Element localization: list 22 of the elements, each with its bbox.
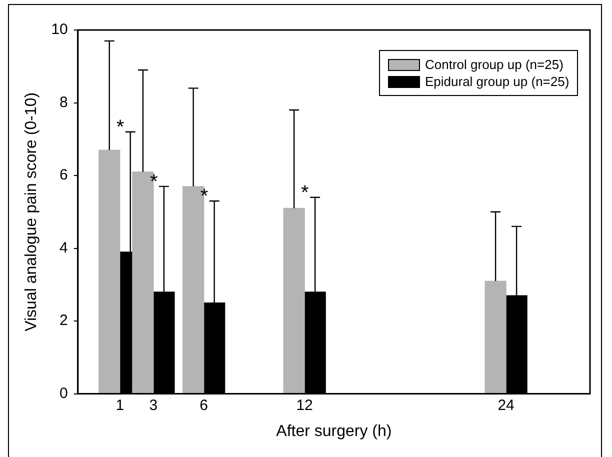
y-tick-label: 8 [60,94,68,111]
y-tick-label: 0 [60,384,68,402]
x-tick-label: 1 [116,396,124,414]
bar [283,208,305,394]
annotation: * [200,186,208,208]
annotation: * [116,116,124,138]
y-axis-title: Visual analogue pain score (0-10) [23,92,40,332]
annotation: * [301,182,310,204]
legend-label: Epidural group up (n=25) [425,73,570,90]
legend-label: Control group up (n=25) [425,56,564,73]
y-tick-label: 10 [51,21,68,38]
x-tick-label: 24 [498,396,514,414]
x-tick-label: 3 [149,396,158,414]
annotation: * [150,170,158,193]
bar [484,280,506,394]
y-tick-label: 6 [60,166,68,184]
x-tick-label: 12 [296,396,313,414]
y-tick-label: 2 [60,312,68,330]
bar [98,150,120,394]
x-tick-label: 6 [200,396,208,414]
y-tick-label: 4 [60,239,68,256]
x-axis-title: After surgery (h) [276,422,392,440]
